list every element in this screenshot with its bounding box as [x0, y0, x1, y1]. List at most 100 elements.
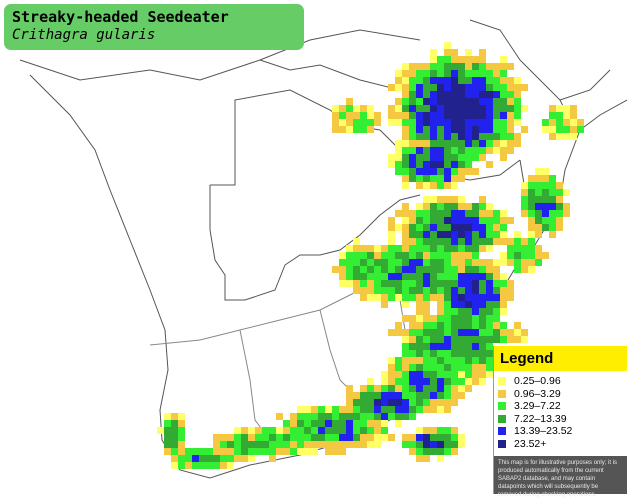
grid-cell [556, 210, 563, 217]
grid-cell [465, 49, 472, 56]
grid-cell [353, 420, 360, 427]
grid-cell [395, 371, 402, 378]
grid-cell [220, 448, 227, 455]
grid-cell [486, 112, 493, 119]
grid-cell [430, 273, 437, 280]
grid-cell [472, 98, 479, 105]
grid-cell [458, 168, 465, 175]
legend-item: 7.22–13.39 [497, 413, 627, 426]
grid-cell [493, 77, 500, 84]
grid-cell [430, 91, 437, 98]
grid-cell [486, 308, 493, 315]
grid-cell [402, 112, 409, 119]
grid-cell [367, 266, 374, 273]
grid-cell [367, 420, 374, 427]
grid-cell [416, 217, 423, 224]
grid-cell [423, 63, 430, 70]
grid-cell [381, 280, 388, 287]
grid-cell [395, 77, 402, 84]
grid-cell [472, 280, 479, 287]
grid-cell [444, 245, 451, 252]
grid-cell [339, 280, 346, 287]
grid-cell [521, 259, 528, 266]
grid-cell [416, 140, 423, 147]
grid-cell [521, 266, 528, 273]
grid-cell [346, 252, 353, 259]
grid-cell [479, 364, 486, 371]
grid-cell [241, 448, 248, 455]
grid-cell [430, 294, 437, 301]
grid-cell [262, 427, 269, 434]
grid-cell [479, 77, 486, 84]
grid-cell [402, 287, 409, 294]
grid-cell [388, 287, 395, 294]
grid-cell [451, 364, 458, 371]
grid-cell [297, 406, 304, 413]
grid-cell [451, 49, 458, 56]
grid-cell [402, 266, 409, 273]
grid-cell [423, 357, 430, 364]
grid-cell [465, 273, 472, 280]
grid-cell [430, 77, 437, 84]
grid-cell [402, 231, 409, 238]
grid-cell [416, 224, 423, 231]
grid-cell [423, 273, 430, 280]
grid-cell [262, 434, 269, 441]
grid-cell [486, 343, 493, 350]
grid-cell [479, 217, 486, 224]
grid-cell [416, 427, 423, 434]
grid-cell [430, 154, 437, 161]
grid-cell [437, 91, 444, 98]
grid-cell [374, 287, 381, 294]
grid-cell [430, 406, 437, 413]
grid-cell [409, 350, 416, 357]
grid-cell [493, 63, 500, 70]
grid-cell [500, 308, 507, 315]
grid-cell [486, 77, 493, 84]
grid-cell [332, 126, 339, 133]
grid-cell [486, 140, 493, 147]
grid-cell [311, 427, 318, 434]
grid-cell [381, 301, 388, 308]
grid-cell [234, 427, 241, 434]
grid-cell [367, 427, 374, 434]
grid-cell [549, 133, 556, 140]
grid-cell [437, 371, 444, 378]
grid-cell [409, 245, 416, 252]
grid-cell [318, 413, 325, 420]
grid-cell [395, 322, 402, 329]
grid-cell [423, 322, 430, 329]
grid-cell [297, 420, 304, 427]
grid-cell [430, 259, 437, 266]
grid-cell [402, 147, 409, 154]
grid-cell [416, 175, 423, 182]
legend-swatch [498, 439, 506, 448]
grid-cell [514, 140, 521, 147]
grid-cell [451, 308, 458, 315]
grid-cell [451, 448, 458, 455]
grid-cell [437, 140, 444, 147]
grid-cell [213, 441, 220, 448]
grid-cell [458, 329, 465, 336]
grid-cell [444, 343, 451, 350]
grid-cell [465, 126, 472, 133]
grid-cell [535, 217, 542, 224]
grid-cell [367, 385, 374, 392]
grid-cell [423, 399, 430, 406]
grid-cell [346, 98, 353, 105]
grid-cell [444, 84, 451, 91]
grid-cell [521, 238, 528, 245]
grid-cell [458, 371, 465, 378]
grid-cell [360, 112, 367, 119]
grid-cell [444, 203, 451, 210]
grid-cell [570, 112, 577, 119]
grid-cell [451, 280, 458, 287]
grid-cell [507, 133, 514, 140]
grid-cell [528, 231, 535, 238]
grid-cell [451, 322, 458, 329]
grid-cell [458, 252, 465, 259]
grid-cell [346, 126, 353, 133]
grid-cell [479, 91, 486, 98]
grid-cell [444, 210, 451, 217]
grid-cell [535, 203, 542, 210]
